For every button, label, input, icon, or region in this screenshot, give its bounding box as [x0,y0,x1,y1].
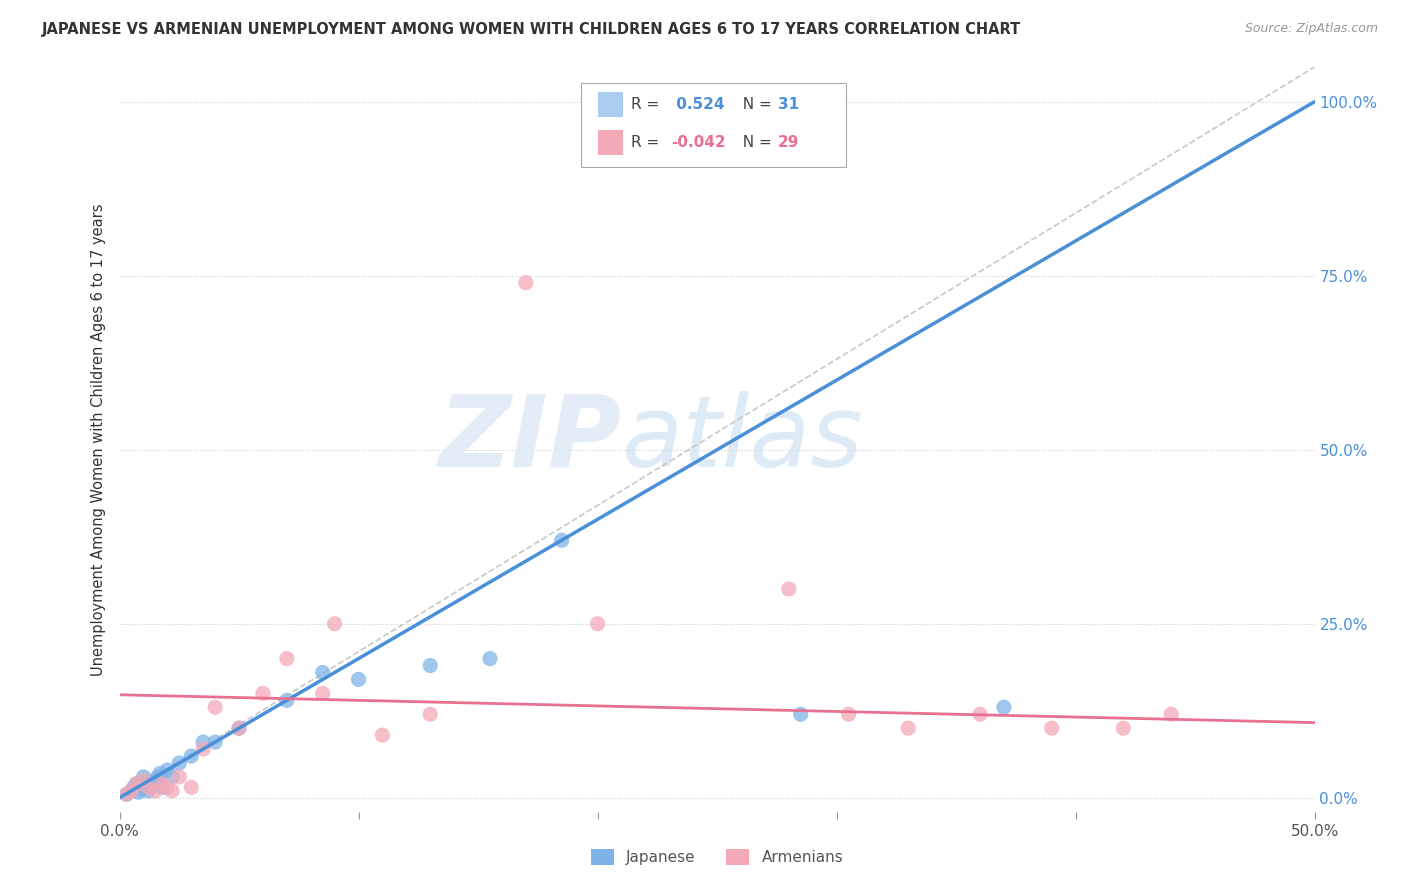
Point [121,784,143,798]
Point [145,784,166,798]
Point [969,707,991,722]
Y-axis label: Unemployment Among Women with Children Ages 6 to 17 years: Unemployment Among Women with Children A… [90,203,105,675]
Point [121,784,143,798]
Point [180,780,202,795]
Text: N =: N = [733,97,776,112]
Point [228,721,250,735]
Point [125,777,148,791]
Point [152,777,174,791]
Point [228,721,250,735]
Text: R =: R = [631,136,665,150]
Point [1040,721,1063,735]
Text: R =: R = [631,97,665,112]
Text: 31: 31 [778,97,799,112]
Point [132,780,155,795]
Point [276,651,298,665]
Point [169,770,191,784]
Point [419,658,441,673]
Point [136,784,159,798]
Point [156,780,179,795]
Point [115,787,138,801]
Text: JAPANESE VS ARMENIAN UNEMPLOYMENT AMONG WOMEN WITH CHILDREN AGES 6 TO 17 YEARS C: JAPANESE VS ARMENIAN UNEMPLOYMENT AMONG … [42,22,1021,37]
Legend: Japanese, Armenians: Japanese, Armenians [585,843,849,871]
Point [312,686,335,700]
Point [515,276,537,290]
Point [204,700,226,714]
Point [142,777,165,791]
Text: 0.524: 0.524 [671,97,724,112]
Point [419,707,441,722]
Point [160,770,183,784]
Point [136,780,159,795]
Point [778,582,800,596]
Point [122,780,145,795]
Text: atlas: atlas [621,391,863,488]
Point [252,686,274,700]
Point [371,728,394,742]
Point [790,707,813,722]
Text: N =: N = [733,136,776,150]
Point [149,766,172,780]
Point [347,673,370,687]
Point [191,742,215,756]
Point [125,777,148,791]
Point [160,784,183,798]
Text: 29: 29 [778,136,799,150]
Point [115,787,138,801]
Point [276,693,298,707]
Point [132,770,155,784]
Point [204,735,226,749]
Point [152,780,174,795]
Point [146,770,169,784]
Point [551,533,574,548]
Point [156,763,179,777]
Point [993,700,1015,714]
Point [1112,721,1135,735]
Text: -0.042: -0.042 [671,136,725,150]
Point [312,665,335,680]
Point [897,721,920,735]
Point [132,773,155,788]
Point [169,756,191,770]
Text: Source: ZipAtlas.com: Source: ZipAtlas.com [1244,22,1378,36]
Point [191,735,215,749]
Point [139,780,162,795]
Point [129,782,152,797]
Point [180,749,202,764]
Point [323,616,346,631]
Point [145,773,166,788]
Point [838,707,860,722]
Point [586,616,609,631]
Point [132,777,155,791]
Point [478,651,502,665]
Text: ZIP: ZIP [439,391,621,488]
Point [128,785,150,799]
Point [1160,707,1182,722]
